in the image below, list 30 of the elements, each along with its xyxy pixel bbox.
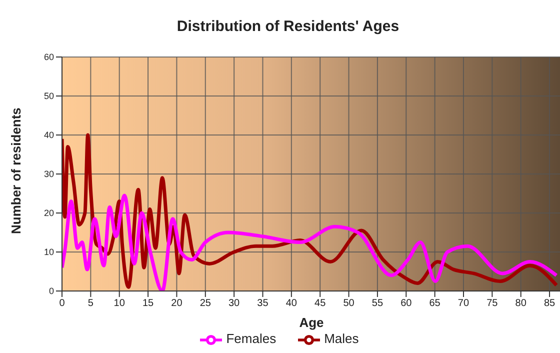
x-tick-label: 30 (228, 298, 240, 310)
y-tick-label: 30 (44, 169, 54, 180)
x-tick-label: 20 (171, 298, 183, 310)
x-tick-label: 25 (200, 298, 212, 310)
y-tick-label: 60 (44, 52, 54, 62)
y-tick-label: 20 (44, 208, 54, 218)
y-tick-label: 10 (44, 247, 54, 258)
x-tick-label: 85 (544, 298, 556, 310)
x-axis-title: Age (299, 315, 324, 330)
x-tick-label: 10 (114, 298, 126, 310)
x-tick-label: 35 (257, 298, 269, 310)
x-tick-label: 70 (458, 298, 470, 310)
x-tick-label: 80 (515, 298, 527, 310)
x-tick-label: 75 (486, 298, 498, 310)
x-tick-label: 50 (343, 298, 355, 310)
x-tick-label: 55 (372, 298, 384, 310)
y-tick-label: 50 (44, 91, 54, 102)
x-tick-label: 5 (88, 298, 94, 310)
x-tick-label: 65 (429, 298, 441, 310)
y-tick-label: 0 (48, 286, 54, 296)
x-tick-label: 0 (59, 298, 66, 310)
chart-title: Distribution of Residents' Ages (176, 18, 400, 35)
y-axis-title: Number of residents (8, 108, 24, 234)
x-tick-label: 45 (314, 298, 326, 310)
x-tick-label: 60 (400, 298, 412, 310)
legend-label: Males (324, 331, 359, 346)
x-tick-label: 15 (142, 298, 154, 310)
legend-label: Females (226, 331, 276, 346)
x-tick-label: 40 (286, 298, 298, 310)
y-tick-label: 40 (44, 130, 54, 140)
